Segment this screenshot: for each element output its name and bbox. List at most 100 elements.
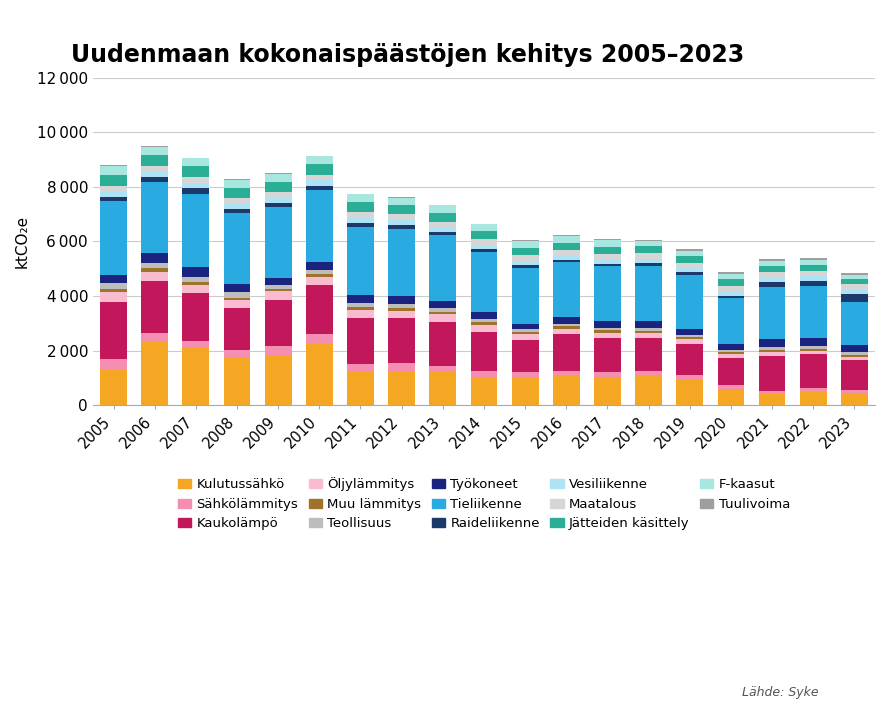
Bar: [676, 329, 703, 334]
Bar: [594, 376, 621, 405]
Bar: [430, 373, 457, 405]
Bar: [142, 147, 168, 155]
Bar: [553, 236, 579, 243]
Bar: [265, 173, 292, 182]
Bar: [347, 373, 374, 405]
Bar: [800, 349, 827, 351]
Bar: [717, 291, 744, 295]
Bar: [306, 156, 333, 164]
Bar: [635, 328, 662, 331]
Bar: [306, 344, 333, 405]
Bar: [512, 248, 538, 256]
Bar: [101, 175, 127, 187]
Bar: [182, 283, 209, 285]
Bar: [717, 386, 744, 389]
Bar: [182, 341, 209, 348]
Bar: [347, 364, 374, 373]
Bar: [142, 155, 168, 166]
Bar: [676, 344, 703, 375]
Bar: [594, 240, 621, 247]
Bar: [471, 249, 498, 251]
Bar: [676, 379, 703, 405]
Bar: [306, 334, 333, 344]
Bar: [101, 302, 127, 359]
Bar: [101, 202, 127, 275]
Bar: [306, 285, 333, 334]
Bar: [841, 355, 868, 357]
Bar: [717, 295, 744, 297]
Bar: [142, 253, 168, 263]
Bar: [265, 346, 292, 355]
Bar: [635, 258, 662, 263]
Bar: [800, 260, 827, 265]
Bar: [635, 331, 662, 334]
Bar: [758, 352, 786, 356]
Bar: [142, 271, 168, 281]
Bar: [553, 329, 579, 334]
Bar: [635, 241, 662, 246]
Bar: [553, 375, 579, 405]
Bar: [471, 371, 498, 376]
Bar: [512, 373, 538, 376]
Bar: [594, 330, 621, 333]
Bar: [512, 334, 538, 339]
Bar: [388, 229, 415, 296]
Bar: [265, 197, 292, 203]
Bar: [388, 304, 415, 308]
Bar: [306, 270, 333, 274]
Bar: [512, 329, 538, 332]
Bar: [594, 266, 621, 321]
Bar: [142, 333, 168, 342]
Bar: [553, 235, 579, 236]
Bar: [717, 354, 744, 358]
Bar: [306, 175, 333, 180]
Bar: [635, 334, 662, 339]
Bar: [182, 178, 209, 183]
Bar: [635, 339, 662, 371]
Bar: [223, 204, 250, 209]
Bar: [676, 256, 703, 263]
Bar: [512, 324, 538, 329]
Bar: [430, 366, 457, 373]
Bar: [101, 197, 127, 202]
Bar: [841, 273, 868, 275]
Bar: [676, 334, 703, 337]
Bar: [553, 262, 579, 317]
Bar: [223, 308, 250, 350]
Bar: [841, 290, 868, 294]
Bar: [182, 285, 209, 293]
Bar: [841, 390, 868, 393]
Bar: [388, 319, 415, 364]
Bar: [841, 357, 868, 360]
Bar: [142, 166, 168, 171]
Bar: [841, 275, 868, 278]
Bar: [388, 205, 415, 214]
Bar: [800, 286, 827, 338]
Bar: [142, 263, 168, 268]
Bar: [758, 278, 786, 282]
Text: Uudenmaan kokonaispäästöjen kehitys 2005–2023: Uudenmaan kokonaispäästöjen kehitys 2005…: [71, 43, 744, 67]
Bar: [471, 312, 498, 320]
Bar: [223, 213, 250, 284]
Bar: [758, 347, 786, 350]
Bar: [676, 263, 703, 268]
Bar: [594, 373, 621, 376]
Bar: [594, 333, 621, 339]
Bar: [182, 348, 209, 405]
Bar: [388, 364, 415, 371]
Bar: [306, 180, 333, 185]
Bar: [841, 302, 868, 346]
Bar: [142, 182, 168, 253]
Bar: [594, 321, 621, 328]
Bar: [800, 351, 827, 354]
Bar: [594, 339, 621, 373]
Bar: [101, 192, 127, 197]
Bar: [306, 274, 333, 277]
Bar: [800, 338, 827, 346]
Bar: [430, 232, 457, 235]
Bar: [512, 265, 538, 268]
Bar: [635, 371, 662, 375]
Bar: [553, 371, 579, 375]
Bar: [388, 225, 415, 229]
Bar: [182, 158, 209, 166]
